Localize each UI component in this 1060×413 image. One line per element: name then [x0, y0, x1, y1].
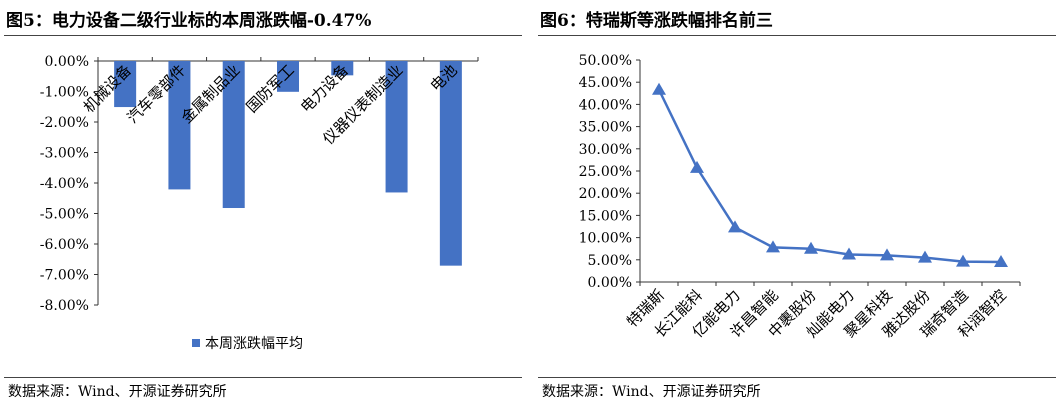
left-y-tick-label: -5.00%	[40, 207, 89, 223]
data-point-灿能电力	[842, 247, 856, 260]
data-point-中裹股份	[804, 241, 818, 254]
left-chart-title: 图5：电力设备二级行业标的本周涨跌幅-0.47%	[6, 11, 372, 31]
left-source-note: 数据来源：Wind、开源证券研究所	[8, 384, 227, 400]
bar-仪器仪表制造业	[385, 61, 408, 193]
bar-机械设备	[114, 61, 137, 108]
right-y-tick-label: 45.00%	[579, 75, 632, 91]
bar-汽车零部件	[168, 61, 191, 190]
legend-swatch	[192, 339, 200, 347]
left-y-tick-label: 0.00%	[45, 54, 89, 70]
right-y-tick-label: 35.00%	[579, 120, 632, 136]
right-y-tick-label: 50.00%	[579, 53, 632, 69]
left-footer-divider	[4, 377, 522, 378]
left-x-tick-label: 电力设备	[297, 61, 352, 116]
right-y-tick-label: 25.00%	[579, 164, 632, 180]
left-y-tick-label: -8.00%	[40, 298, 89, 314]
right-source-note: 数据来源：Wind、开源证券研究所	[542, 384, 761, 400]
bar-电池	[439, 61, 462, 266]
right-y-tick-label: 30.00%	[579, 142, 632, 158]
right-chart-title: 图6：特瑞斯等涨跌幅排名前三	[540, 11, 773, 31]
bar-金属制品业	[222, 61, 245, 209]
left-y-tick-label: -7.00%	[40, 268, 89, 284]
data-point-瑞奇智造	[956, 254, 970, 267]
right-y-tick-label: 15.00%	[579, 208, 632, 224]
right-title-divider	[538, 35, 1056, 36]
data-point-聚星科技	[880, 248, 894, 261]
right-y-tick-label: 20.00%	[579, 186, 632, 202]
data-point-特瑞斯	[652, 82, 666, 95]
bar-国防军工	[277, 61, 299, 92]
right-footer-divider	[538, 377, 1056, 378]
data-point-许昌智能	[766, 240, 780, 253]
bar-电力设备	[331, 61, 354, 76]
right-y-tick-label: 5.00%	[588, 253, 632, 269]
left-title-divider	[4, 35, 522, 36]
data-point-科润智控	[994, 255, 1008, 268]
left-y-tick-label: -3.00%	[40, 146, 89, 162]
right-y-tick-label: 40.00%	[579, 97, 632, 113]
data-point-长江能科	[690, 160, 704, 173]
series-line	[657, 89, 1002, 264]
legend-label: 本周涨跌幅平均	[205, 336, 303, 352]
left-y-tick-label: -1.00%	[40, 85, 89, 101]
data-point-亿能电力	[728, 220, 742, 233]
left-y-tick-label: -2.00%	[40, 115, 89, 131]
data-point-雅达股份	[918, 250, 932, 263]
left-y-tick-label: -6.00%	[40, 237, 89, 253]
right-y-tick-label: 0.00%	[588, 275, 632, 291]
right-y-tick-label: 10.00%	[579, 231, 632, 247]
left-y-tick-label: -4.00%	[40, 176, 89, 192]
